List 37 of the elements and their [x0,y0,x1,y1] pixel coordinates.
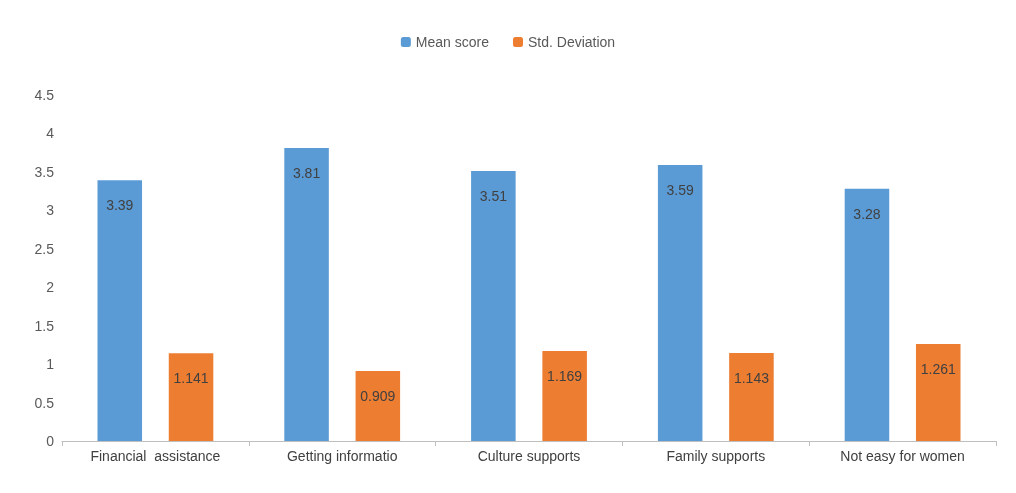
y-tick-label: 1.5 [34,317,55,334]
y-tick-label: 1 [46,356,55,373]
legend-label: Std. Deviation [527,34,616,50]
data-label: 3.51 [479,188,508,205]
data-label: 3.81 [292,165,321,182]
y-tick-label: 4 [46,125,55,142]
x-tick-label: Family supports [666,448,766,464]
y-tick-label: 4.5 [34,87,55,103]
bar [97,180,143,441]
bar [915,344,961,441]
x-tick-label: Getting informatio [286,448,398,464]
data-label: 0.909 [360,388,396,405]
data-label: 3.28 [853,205,881,222]
data-label: 1.261 [920,361,956,378]
x-tick-label: Not easy for women [840,448,965,464]
data-label: 1.169 [547,368,583,385]
bar [729,353,774,441]
x-tick-label: Financial assistance [90,448,221,464]
bar [657,164,703,441]
y-tick-label: 0 [46,433,55,449]
data-label: 3.39 [106,197,134,214]
bar [355,371,401,441]
bar [471,171,516,441]
y-tick-label: 2 [46,279,55,296]
legend-label: Mean score [415,34,490,50]
data-label: 3.59 [666,181,694,198]
bar [168,353,214,441]
y-tick-label: 3 [46,202,55,219]
bar [844,188,890,441]
data-label: 1.143 [733,370,770,387]
y-tick-label: 3.5 [34,163,55,180]
y-tick-label: 0.5 [34,394,55,411]
bar [542,351,587,441]
x-tick-label: Culture supports [477,448,581,464]
y-tick-label: 2.5 [34,240,55,257]
data-label: 1.141 [173,370,209,387]
bar [284,148,329,441]
